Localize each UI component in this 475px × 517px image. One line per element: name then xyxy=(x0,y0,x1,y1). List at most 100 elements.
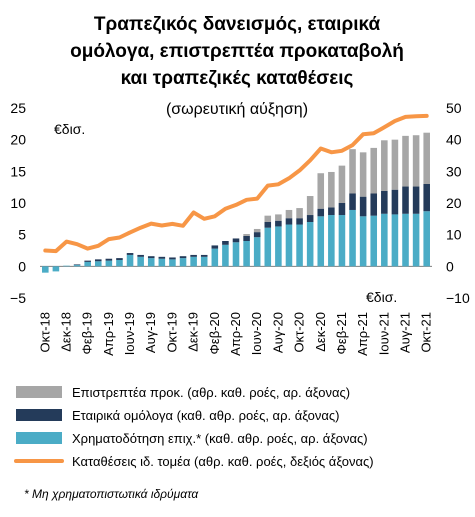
chart-title-line: και τραπεζικές καταθέσεις xyxy=(121,68,354,89)
bar-segment xyxy=(306,215,314,222)
legend-swatch xyxy=(16,432,62,444)
bar-segment xyxy=(328,215,335,267)
bar-segment xyxy=(264,222,272,228)
bar-segment xyxy=(412,186,420,214)
bar-segment xyxy=(296,208,303,219)
bar-segment xyxy=(275,214,282,221)
bar-segment xyxy=(412,135,420,187)
left-axis-unit: €δισ. xyxy=(54,121,85,137)
x-tick-label: Απρ-19 xyxy=(101,312,116,356)
bar-segment xyxy=(253,232,261,238)
x-tick-label: Ιουν-20 xyxy=(249,312,264,355)
bar-segment xyxy=(285,209,293,219)
x-tick-label: Οκτ-20 xyxy=(292,312,307,353)
bar-segment xyxy=(147,258,155,267)
x-tick-label: Δεκ-18 xyxy=(58,312,73,352)
bar-segment xyxy=(349,149,356,194)
bar-segment xyxy=(243,235,250,241)
bar-segment xyxy=(328,171,335,208)
legend-item: Καταθέσεις ιδ. τομέα (αθρ. καθ. ροές, δε… xyxy=(14,454,374,469)
right-axis: −10 0 10 20 30 40 50 xyxy=(446,100,470,306)
legend-label: Καταθέσεις ιδ. τομέα (αθρ. καθ. ροές, δε… xyxy=(72,454,374,469)
right-axis-tick-label: 0 xyxy=(446,258,454,274)
bar-segment xyxy=(116,258,123,260)
x-tick-label: Αυγ-21 xyxy=(398,312,413,353)
deposits-line-series xyxy=(43,113,429,254)
bar-segment xyxy=(105,258,113,261)
right-axis-tick-label: 20 xyxy=(446,195,462,211)
legend-label: Χρηματοδότηση επιχ.* (καθ. αθρ. ροές, αρ… xyxy=(72,431,368,446)
bar-segment xyxy=(349,209,356,267)
legend-item: Επιστρεπτέα προκ. (αθρ. καθ. ροές, αρ. ά… xyxy=(16,385,350,400)
left-axis-tick-label: 25 xyxy=(10,100,26,116)
bar-segment xyxy=(370,193,378,216)
bar-segment xyxy=(169,259,176,267)
bar-segment xyxy=(359,196,367,217)
bar-segment xyxy=(137,254,144,257)
bar-segment xyxy=(402,186,409,214)
bar-segment xyxy=(338,203,346,216)
bar-segment xyxy=(338,215,346,267)
right-axis-tick-label: 40 xyxy=(446,132,462,148)
chart-subtitle: (σωρευτική αύξηση) xyxy=(166,101,308,118)
x-tick-label: Δεκ-19 xyxy=(186,312,201,352)
bar-segment xyxy=(359,152,367,197)
bar-segment xyxy=(52,266,60,272)
x-tick-label: Απρ-20 xyxy=(228,312,243,356)
bar-segment xyxy=(253,228,261,233)
bar-segment xyxy=(200,256,208,267)
bar-segment xyxy=(190,254,197,257)
legend-swatch xyxy=(16,386,62,398)
x-tick-label: Αυγ-19 xyxy=(143,312,158,353)
x-tick-label: Φεβ-21 xyxy=(334,312,349,354)
x-tick-label: Οκτ-19 xyxy=(164,312,179,353)
x-tick-label: Δεκ-20 xyxy=(313,312,328,352)
legend-label: Επιστρεπτέα προκ. (αθρ. καθ. ροές, αρ. ά… xyxy=(72,385,350,400)
bar-segment xyxy=(423,211,430,267)
bar-segment xyxy=(200,254,208,257)
bar-segment xyxy=(232,242,240,267)
right-axis-tick-label: 10 xyxy=(446,227,462,243)
bar-segment xyxy=(391,214,399,267)
bar-segment xyxy=(349,193,356,210)
left-axis: −5 0 5 10 15 20 25 xyxy=(10,100,26,306)
bar-segment xyxy=(296,218,303,225)
x-tick-label: Φεβ-19 xyxy=(80,312,95,354)
bar-segment xyxy=(296,224,303,267)
x-tick-label: Ιουν-21 xyxy=(376,312,391,355)
x-tick-label: Οκτ-18 xyxy=(37,312,52,353)
chart-title-line: Τραπεζικός δανεισμός, εταιρικά xyxy=(94,14,381,35)
bar-segment xyxy=(253,237,261,267)
deposits-line xyxy=(43,113,429,254)
bar-segment xyxy=(264,227,272,267)
chart-title: Τραπεζικός δανεισμός, εταιρικά ομόλογα, ε… xyxy=(70,14,404,89)
right-axis-tick-label: 30 xyxy=(446,163,462,179)
x-tick-label: Ιουν-19 xyxy=(122,312,137,355)
bar-segment xyxy=(137,256,144,267)
bar-segment xyxy=(264,215,272,222)
bar-segment xyxy=(147,256,155,259)
bar-segment xyxy=(169,257,176,260)
bar-segment xyxy=(158,258,166,267)
footnote: * Μη χρηματοπιστωτικά ιδρύματα xyxy=(24,487,199,501)
x-tick-label: Οκτ-21 xyxy=(419,312,434,353)
legend-label: Εταιρικά ομόλογα (καθ. αθρ. ροές, αρ. άξ… xyxy=(72,408,340,423)
bar-segment xyxy=(243,241,250,267)
left-axis-tick-label: 0 xyxy=(18,258,26,274)
bar-segment xyxy=(402,213,409,267)
legend-item: Εταιρικά ομόλογα (καθ. αθρ. ροές, αρ. άξ… xyxy=(16,408,340,423)
bar-segment xyxy=(211,248,219,267)
bar-segment xyxy=(359,216,367,267)
left-axis-tick-label: 10 xyxy=(10,195,26,211)
bar-segment xyxy=(94,259,102,262)
bar-segment xyxy=(423,132,430,184)
x-tick-label: Αυγ-20 xyxy=(270,312,285,353)
bar-segment xyxy=(381,140,388,191)
bar-segment xyxy=(285,224,293,267)
bar-segment xyxy=(94,261,102,267)
bar-segment xyxy=(275,220,282,227)
bar-segment xyxy=(126,253,134,255)
bar-segment xyxy=(338,165,346,203)
